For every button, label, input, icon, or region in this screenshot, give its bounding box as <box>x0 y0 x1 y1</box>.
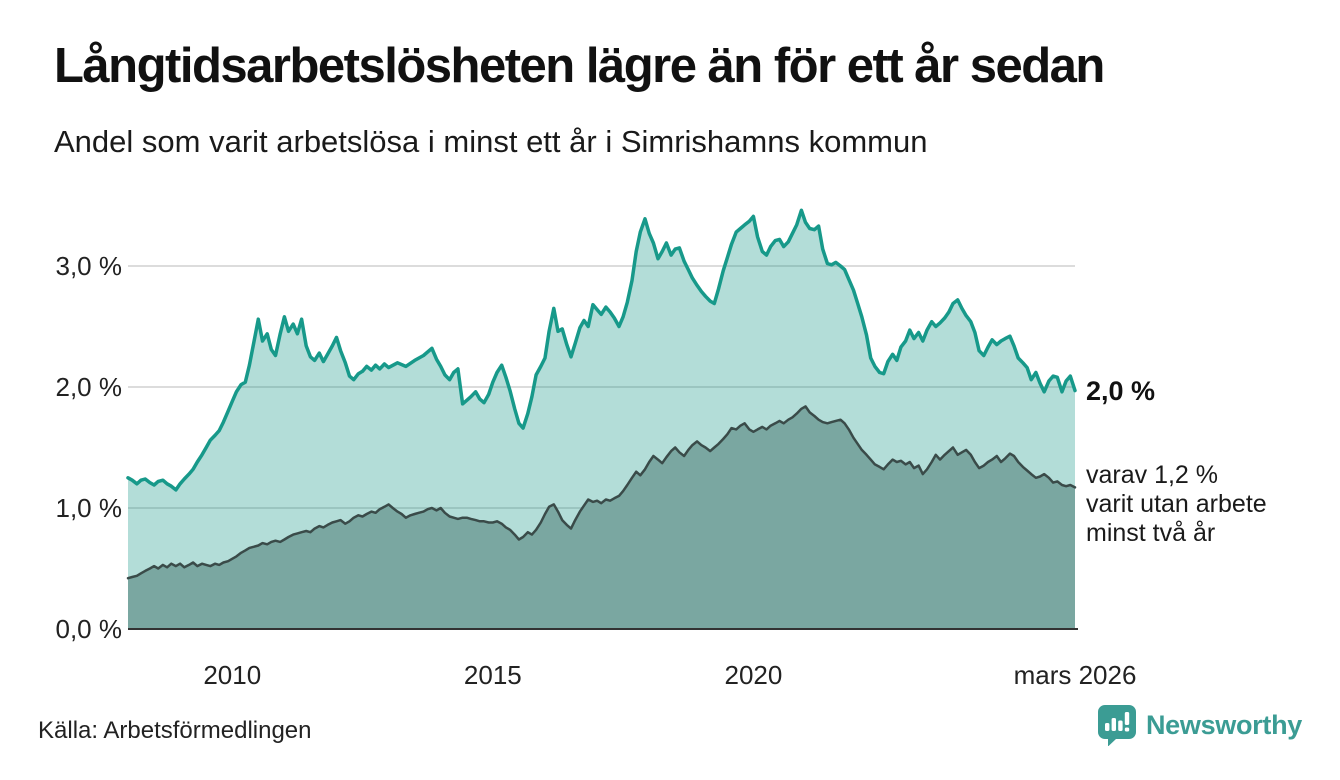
line-series-two-year <box>126 405 1077 580</box>
source-note: Källa: Arbetsförmedlingen <box>38 717 312 744</box>
line-series-one-year <box>126 208 1077 492</box>
page-subtitle: Andel som varit arbetslösa i minst ett å… <box>54 124 928 159</box>
two-year-note: varav 1,2 % varit utan arbete minst två … <box>1086 461 1267 548</box>
area-series-two-year <box>128 406 1075 629</box>
end-value-label: 2,0 % <box>1086 375 1156 406</box>
x-axis-tick-label: 2015 <box>463 660 522 690</box>
y-axis-tick-label: 2,0 % <box>55 372 123 402</box>
y-axis-tick-label: 3,0 % <box>55 251 123 281</box>
bar-chart-icon <box>1104 712 1130 732</box>
page-title: Långtidsarbetslösheten lägre än för ett … <box>54 39 1105 93</box>
y-axis-tick-label: 1,0 % <box>55 493 123 523</box>
newsworthy-logo-icon <box>1097 705 1136 746</box>
x-axis-tick-label: 2020 <box>724 660 783 690</box>
newsworthy-wordmark: Newsworthy <box>1145 709 1302 740</box>
x-axis-tick-label: 2010 <box>203 660 262 690</box>
newsworthy-logo: Newsworthy <box>1097 704 1302 746</box>
y-axis-tick-label: 0,0 % <box>55 614 123 644</box>
x-axis-tick-label: mars 2026 <box>1013 660 1137 690</box>
